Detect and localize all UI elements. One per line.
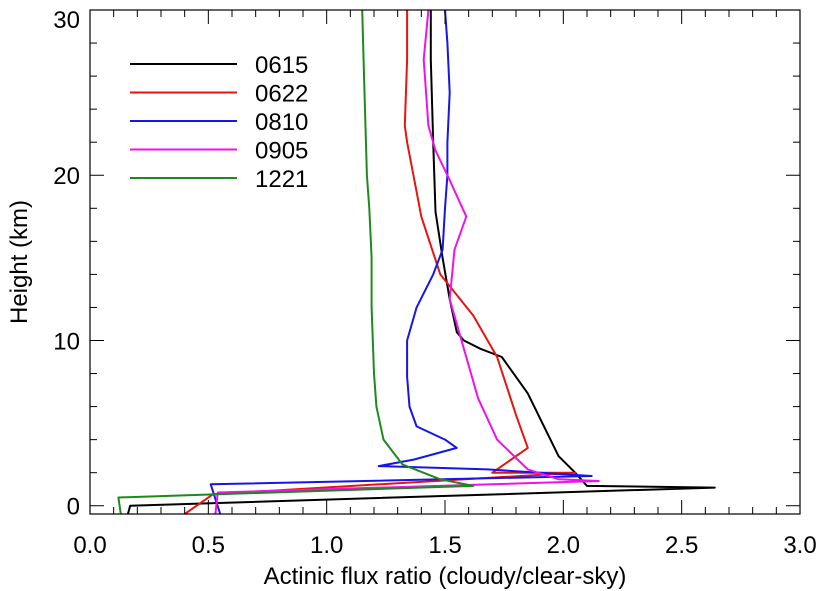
x-tick-label: 0.0 (73, 532, 106, 559)
x-tick-label: 1.0 (310, 532, 343, 559)
legend-label-0810: 0810 (255, 109, 308, 136)
x-tick-label: 1.5 (428, 532, 461, 559)
legend-label-0622: 0622 (255, 81, 308, 108)
y-tick-label: 10 (53, 328, 80, 355)
legend-label-0615: 0615 (255, 52, 308, 79)
series-line-0905 (214, 9, 600, 515)
y-tick-label: 30 (53, 7, 80, 34)
x-tick-label: 3.0 (783, 532, 816, 559)
series-line-0615 (126, 10, 716, 515)
y-tick-label: 0 (67, 494, 80, 521)
y-tick-label: 20 (53, 163, 80, 190)
plot-frame (89, 9, 801, 515)
series-line-0622 (184, 10, 577, 515)
x-tick-label: 0.5 (192, 532, 225, 559)
legend-label-0905: 0905 (255, 138, 308, 165)
y-axis-title: Height (km) (6, 200, 33, 324)
plot-area (117, 9, 716, 515)
y-axis: 0 10 20 30 (53, 7, 800, 521)
x-axis: 0.0 0.5 1.0 1.5 2.0 2.5 3.0 (73, 10, 817, 559)
x-axis-title: Actinic flux ratio (cloudy/clear-sky) (264, 563, 627, 590)
x-tick-label: 2.5 (665, 532, 698, 559)
x-tick-label: 2.0 (547, 532, 580, 559)
series-line-1221 (117, 9, 475, 515)
series-line-0810 (209, 9, 593, 515)
legend-label-1221: 1221 (255, 166, 308, 193)
